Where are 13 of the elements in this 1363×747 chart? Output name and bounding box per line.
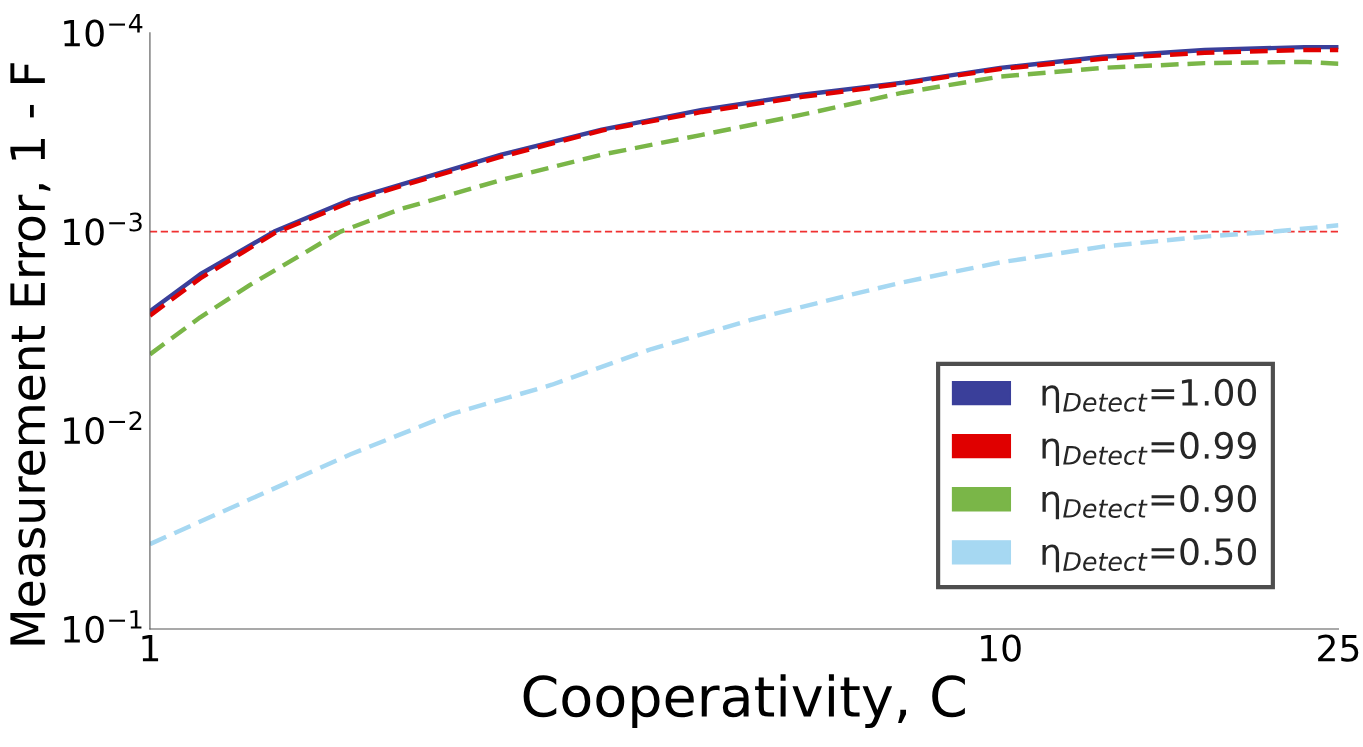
- y-tick-label: 10$^{−1}$: [64, 610, 142, 643]
- y-axis-title: Measurement Error, 1 - F: [10, 63, 51, 645]
- x-tick-label: 10: [981, 634, 1021, 662]
- y-tick-label: 10$^{−3}$: [64, 212, 142, 246]
- legend-label: η$_{Detect}$=0.99: [1042, 431, 1256, 467]
- legend-label: η$_{Detect}$=0.50: [1042, 537, 1256, 573]
- legend-label: η$_{Detect}$=0.90: [1042, 484, 1256, 520]
- x-tick-label: 25: [1318, 634, 1359, 662]
- y-tick-label: 10$^{−4}$: [64, 14, 143, 47]
- x-axis-title: Cooperativity, C: [523, 674, 965, 729]
- legend-label: η$_{Detect}$=1.00: [1042, 378, 1256, 414]
- y-tick-label: 10$^{−2}$: [64, 411, 142, 445]
- x-tick-label: 1: [142, 634, 159, 662]
